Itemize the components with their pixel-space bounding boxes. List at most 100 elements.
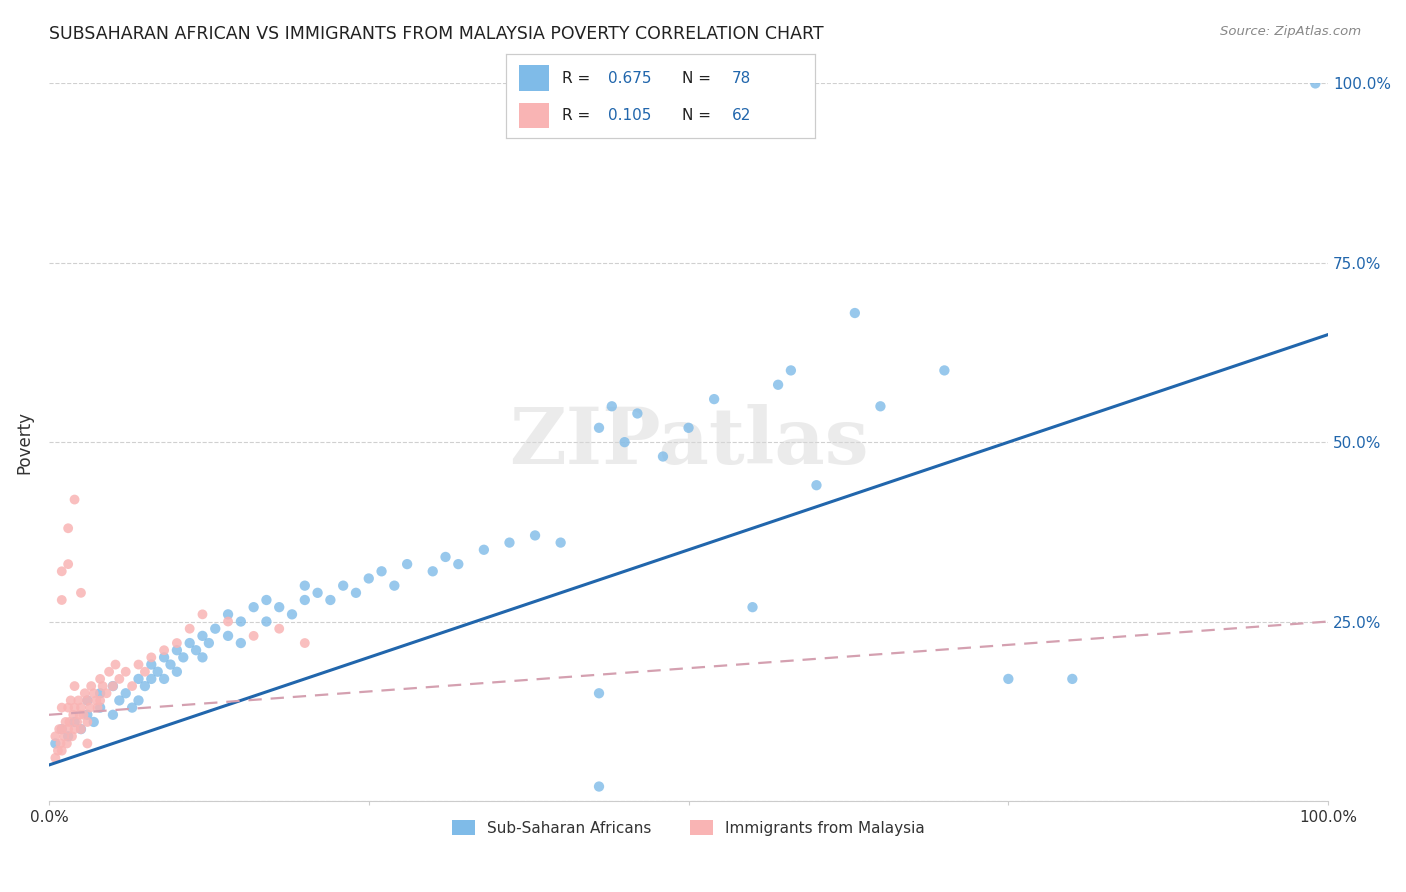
Point (294, 593, 316, 607)
Point (73, 686, 96, 700)
Point (76, 714, 98, 729)
Point (80, 679, 103, 693)
Point (396, 557, 419, 571)
Point (67, 693, 90, 707)
Point (89, 700, 111, 714)
Point (86, 700, 108, 714)
Point (269, 622, 291, 636)
Point (59, 693, 82, 707)
Point (76, 707, 98, 722)
Point (844, 306, 866, 320)
Point (678, 421, 700, 435)
Point (83, 714, 105, 729)
Point (1305, 77, 1327, 91)
Point (191, 607, 214, 622)
Point (588, 686, 610, 700)
Point (153, 643, 176, 657)
Point (179, 622, 201, 636)
Point (134, 679, 156, 693)
Point (121, 679, 143, 693)
Point (128, 657, 150, 672)
Point (294, 636, 316, 650)
Point (613, 435, 636, 450)
Point (101, 707, 124, 722)
Point (44, 737, 66, 751)
Bar (519, 65, 550, 91)
Point (114, 686, 136, 700)
Point (51, 722, 73, 736)
Point (55, 714, 77, 729)
Point (51, 564, 73, 578)
Point (652, 450, 675, 464)
Point (434, 549, 457, 564)
Point (60, 729, 83, 743)
Point (166, 636, 188, 650)
Point (217, 629, 239, 643)
Point (254, 593, 277, 607)
Point (307, 586, 329, 600)
Text: SUBSAHARAN AFRICAN VS IMMIGRANTS FROM MALAYSIA POVERTY CORRELATION CHART: SUBSAHARAN AFRICAN VS IMMIGRANTS FROM MA… (49, 25, 824, 43)
Point (254, 615, 277, 629)
Point (76, 737, 98, 751)
Text: Source: ZipAtlas.com: Source: ZipAtlas.com (1220, 25, 1361, 38)
Point (153, 650, 176, 665)
Point (56, 722, 79, 736)
Point (550, 535, 572, 549)
Point (69, 707, 91, 722)
Point (141, 672, 163, 686)
Point (98, 665, 121, 679)
Text: ZIPatlas: ZIPatlas (509, 404, 869, 480)
Point (108, 672, 131, 686)
Point (44, 751, 66, 765)
Point (332, 579, 354, 593)
Bar (519, 103, 550, 128)
Point (56, 521, 79, 535)
Point (146, 665, 169, 679)
Point (70, 722, 93, 736)
Y-axis label: Poverty: Poverty (15, 410, 32, 474)
Point (204, 622, 226, 636)
Point (217, 615, 239, 629)
Point (626, 407, 648, 421)
Point (191, 629, 214, 643)
Point (179, 636, 201, 650)
Point (141, 650, 163, 665)
Point (780, 363, 803, 377)
Point (319, 593, 342, 607)
Point (166, 665, 188, 679)
Point (83, 686, 105, 700)
Point (56, 700, 79, 714)
Point (588, 780, 610, 794)
Point (166, 643, 188, 657)
Point (370, 564, 392, 578)
Point (447, 557, 470, 571)
Point (63, 714, 86, 729)
Point (72, 707, 94, 722)
Point (89, 686, 111, 700)
Point (159, 657, 181, 672)
Point (128, 672, 150, 686)
Point (70, 700, 93, 714)
Point (294, 579, 316, 593)
Point (741, 600, 763, 615)
Point (114, 665, 136, 679)
Point (70, 586, 93, 600)
Point (134, 665, 156, 679)
Point (101, 679, 124, 693)
Point (70, 722, 93, 736)
Point (101, 679, 124, 693)
Point (91, 679, 114, 693)
Point (766, 377, 789, 392)
Point (56, 737, 79, 751)
Point (141, 657, 163, 672)
Point (48, 722, 70, 736)
Point (281, 607, 304, 622)
Text: 62: 62 (733, 108, 751, 123)
Point (588, 421, 610, 435)
Text: R =: R = (562, 108, 595, 123)
Point (242, 600, 264, 615)
Point (104, 657, 127, 672)
Text: 0.105: 0.105 (609, 108, 651, 123)
Point (66, 714, 89, 729)
Point (229, 636, 252, 650)
